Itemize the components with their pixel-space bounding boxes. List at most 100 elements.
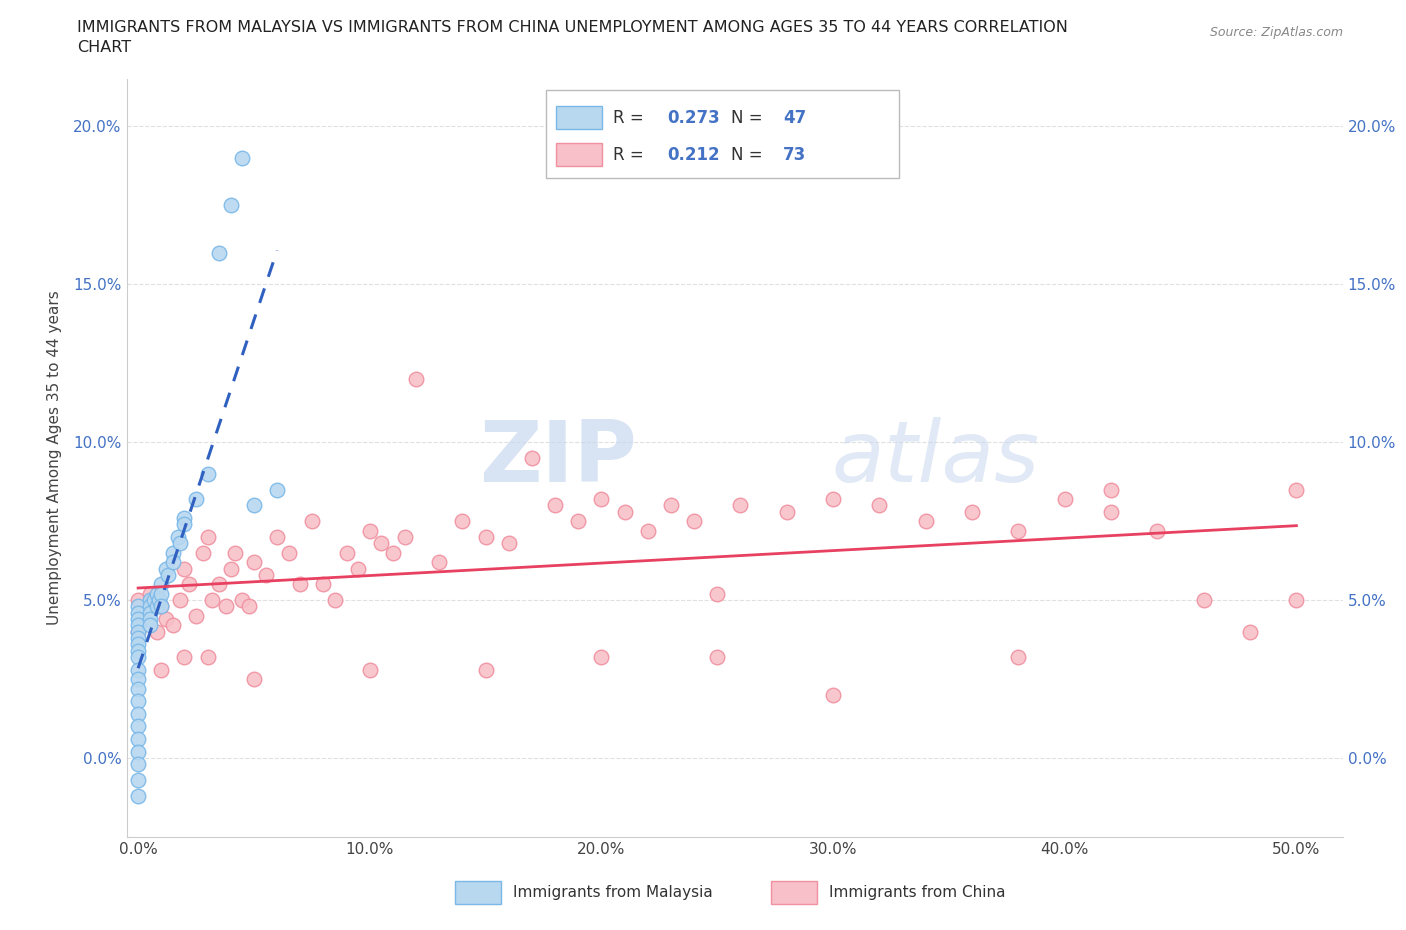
Text: R =: R = (613, 109, 650, 126)
Point (498, 536, 520, 551)
Point (157, 567, 180, 582)
Point (150, 587, 173, 602)
Point (150, 599, 173, 614)
Point (138, 599, 160, 614)
Point (148, 592, 170, 607)
Point (138, 605, 160, 620)
Point (474, 662, 496, 677)
Point (169, 536, 191, 551)
Point (277, 545, 299, 560)
Point (683, 513, 706, 528)
Text: N =: N = (731, 146, 768, 164)
Point (138, 592, 160, 607)
Point (169, 592, 191, 607)
Point (127, 681, 149, 696)
Text: 0.273: 0.273 (668, 109, 720, 126)
Point (706, 649, 728, 664)
FancyBboxPatch shape (456, 881, 501, 904)
Point (162, 555, 184, 570)
Text: 47: 47 (783, 109, 807, 126)
Point (127, 732, 149, 747)
Point (266, 482, 288, 497)
Point (1192, 592, 1215, 607)
Point (1007, 524, 1029, 538)
FancyBboxPatch shape (770, 881, 817, 904)
Point (730, 498, 752, 512)
Point (150, 577, 173, 591)
Point (823, 687, 845, 702)
Point (127, 637, 149, 652)
Point (184, 608, 207, 623)
Point (312, 577, 335, 591)
Point (127, 773, 149, 788)
Point (637, 524, 659, 538)
Point (138, 618, 160, 632)
Point (243, 671, 266, 686)
Point (127, 592, 149, 607)
Point (127, 624, 149, 639)
Point (224, 545, 246, 560)
Point (359, 662, 381, 677)
FancyBboxPatch shape (555, 106, 602, 129)
Point (323, 592, 346, 607)
Text: 73: 73 (783, 146, 807, 164)
Point (544, 498, 567, 512)
Point (127, 789, 149, 804)
Point (451, 513, 474, 528)
Point (197, 649, 219, 664)
Point (201, 592, 224, 607)
Point (394, 529, 416, 544)
Point (823, 492, 845, 507)
Point (162, 545, 184, 560)
Point (145, 624, 167, 639)
Point (1146, 524, 1168, 538)
Point (145, 599, 167, 614)
Point (591, 492, 613, 507)
Point (474, 529, 496, 544)
FancyBboxPatch shape (555, 143, 602, 166)
Point (127, 744, 149, 759)
Text: CHART: CHART (77, 40, 131, 55)
Text: ZIP: ZIP (479, 417, 637, 499)
Point (613, 504, 636, 519)
Point (184, 492, 207, 507)
Point (219, 561, 242, 576)
Point (173, 511, 195, 525)
Point (266, 529, 288, 544)
Point (127, 662, 149, 677)
Point (191, 545, 214, 560)
Point (127, 671, 149, 686)
Point (659, 498, 682, 512)
Point (127, 719, 149, 734)
Point (215, 599, 238, 614)
Point (127, 649, 149, 664)
Point (567, 513, 589, 528)
Point (127, 707, 149, 722)
Point (231, 151, 253, 166)
Point (127, 757, 149, 772)
Text: Immigrants from Malaysia: Immigrants from Malaysia (513, 884, 713, 900)
Point (127, 618, 149, 632)
FancyBboxPatch shape (546, 90, 898, 178)
Point (868, 498, 890, 512)
Point (150, 599, 173, 614)
Text: Immigrants from China: Immigrants from China (830, 884, 1007, 900)
Point (1007, 649, 1029, 664)
Point (914, 513, 936, 528)
Point (1099, 504, 1122, 519)
Point (173, 649, 195, 664)
Point (1099, 482, 1122, 497)
Text: 0.212: 0.212 (668, 146, 720, 164)
Point (370, 536, 392, 551)
Point (960, 504, 983, 519)
Point (1053, 492, 1076, 507)
Point (127, 624, 149, 639)
Point (208, 246, 231, 260)
Point (427, 555, 450, 570)
Point (301, 513, 323, 528)
Point (1239, 624, 1261, 639)
Point (219, 198, 242, 213)
Point (127, 605, 149, 620)
Text: IMMIGRANTS FROM MALAYSIA VS IMMIGRANTS FROM CHINA UNEMPLOYMENT AMONG AGES 35 TO : IMMIGRANTS FROM MALAYSIA VS IMMIGRANTS F… (77, 20, 1069, 35)
Text: R =: R = (613, 146, 650, 164)
